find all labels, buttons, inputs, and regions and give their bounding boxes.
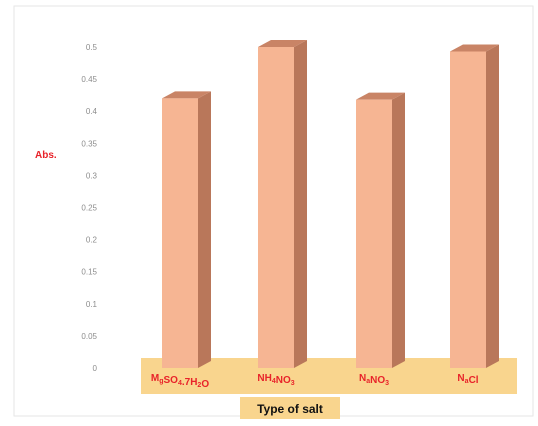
bar-front-face bbox=[162, 98, 198, 369]
category-label: MgSO4.7H2O bbox=[151, 373, 209, 390]
category-label: NaCl bbox=[457, 373, 478, 386]
y-tick-label: 0.25 bbox=[81, 204, 97, 213]
bar-side-face bbox=[294, 40, 307, 368]
y-tick-label: 0.2 bbox=[86, 236, 98, 245]
bar-4 bbox=[450, 44, 499, 369]
bar-side-face bbox=[198, 91, 211, 369]
bar-top-face bbox=[162, 91, 211, 99]
bar-2 bbox=[258, 40, 307, 368]
category-label: NH4NO3 bbox=[257, 373, 294, 387]
bar-top-face bbox=[450, 44, 499, 52]
bar-front-face bbox=[258, 47, 294, 368]
y-tick-label: 0.15 bbox=[81, 268, 97, 277]
x-axis-title-box bbox=[240, 397, 340, 419]
bar-side-face bbox=[392, 92, 405, 369]
y-axis-label: Abs. bbox=[35, 150, 57, 161]
y-tick-label: 0.1 bbox=[86, 300, 98, 309]
bar-top-face bbox=[258, 40, 307, 47]
y-tick-label: 0.4 bbox=[86, 107, 98, 116]
bar-front-face bbox=[356, 99, 392, 369]
y-tick-label: 0.5 bbox=[86, 43, 98, 52]
bar-front-face bbox=[450, 51, 486, 369]
y-tick-label: 0 bbox=[93, 364, 98, 373]
y-tick-label: 0.35 bbox=[81, 139, 97, 148]
bar-side-face bbox=[486, 44, 499, 369]
y-tick-label: 0.45 bbox=[81, 75, 97, 84]
category-label: NaNO3 bbox=[359, 373, 389, 387]
x-axis-title: Type of salt bbox=[257, 402, 323, 416]
y-tick-label: 0.3 bbox=[86, 171, 98, 180]
bar-1 bbox=[162, 91, 211, 369]
bar-3 bbox=[356, 92, 405, 369]
bar-top-face bbox=[356, 92, 405, 100]
y-tick-label: 0.05 bbox=[81, 332, 97, 341]
